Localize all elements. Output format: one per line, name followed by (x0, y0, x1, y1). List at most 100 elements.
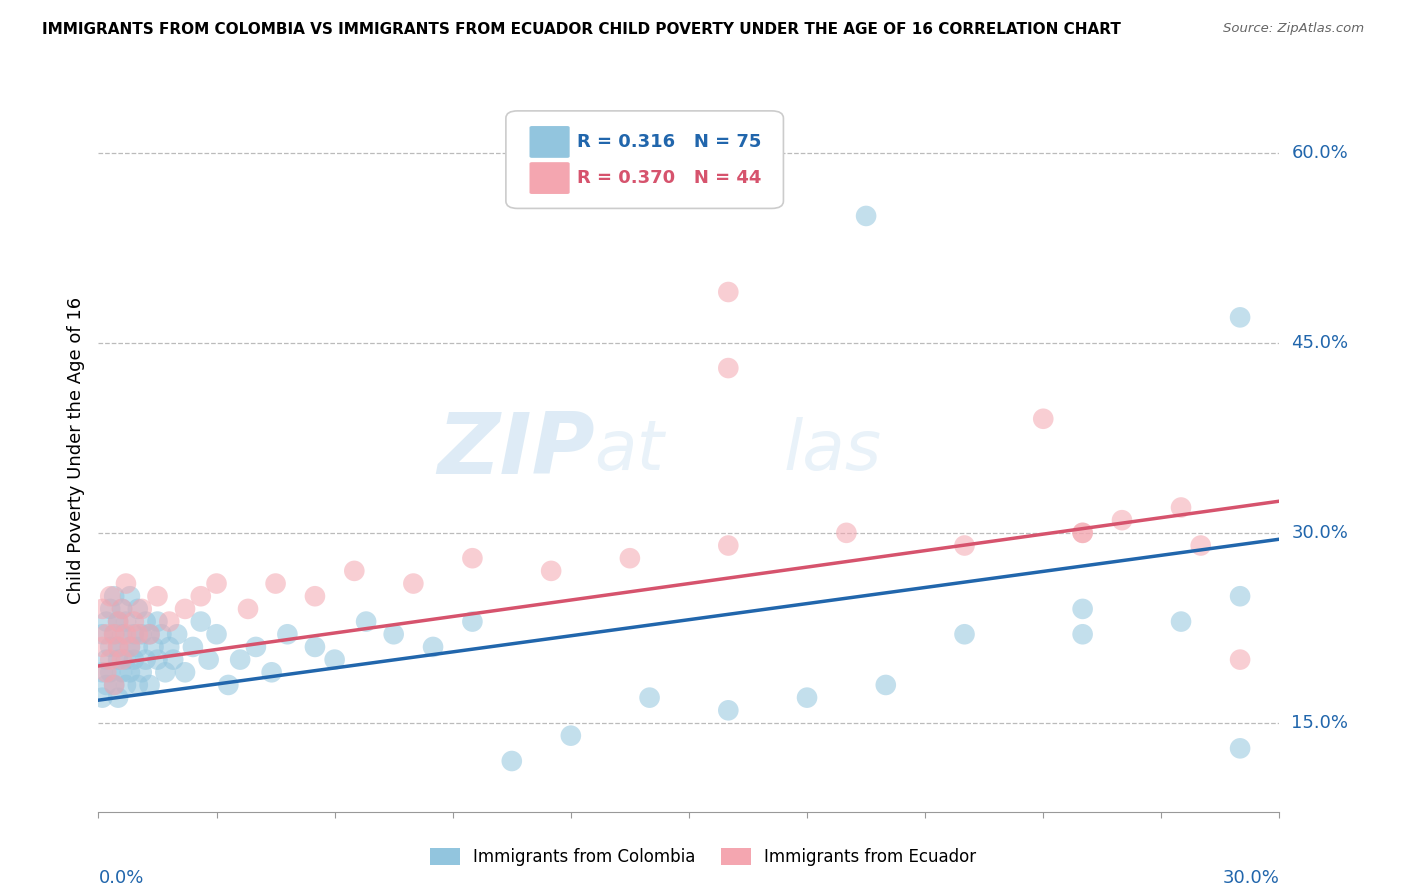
Point (146, 652, 169, 666)
Point (354, 615, 377, 629)
Text: 30.0%: 30.0% (1291, 524, 1348, 541)
Point (1071, 602, 1094, 616)
Point (122, 627, 145, 641)
Point (142, 640, 165, 654)
Point (157, 615, 180, 629)
Point (122, 652, 145, 666)
Point (91, 640, 114, 654)
Text: las: las (783, 417, 882, 484)
Point (96, 615, 118, 629)
Point (717, 539, 740, 553)
Point (260, 665, 283, 680)
Point (190, 615, 212, 629)
Point (461, 615, 484, 629)
Point (115, 627, 138, 641)
Point (138, 678, 160, 692)
Point (1170, 500, 1192, 515)
Point (135, 615, 157, 629)
Point (155, 665, 177, 680)
Point (323, 652, 346, 666)
Point (276, 627, 298, 641)
Point (205, 576, 228, 591)
Point (815, 817, 838, 831)
Point (107, 640, 129, 654)
Text: 15.0%: 15.0% (1291, 714, 1348, 732)
Point (127, 678, 149, 692)
Point (103, 678, 125, 692)
Point (796, 690, 818, 705)
Point (205, 627, 228, 641)
Text: at: at (595, 417, 664, 484)
Point (1071, 627, 1094, 641)
Point (422, 640, 444, 654)
Point (1032, 411, 1054, 425)
Point (150, 627, 173, 641)
Point (181, 640, 204, 654)
Point (717, 703, 740, 717)
Point (115, 615, 138, 629)
Point (91, 627, 114, 641)
Point (91, 665, 114, 680)
Point (131, 602, 153, 616)
Text: R = 0.316   N = 75: R = 0.316 N = 75 (576, 133, 761, 151)
Point (96, 627, 118, 641)
Point (1229, 741, 1251, 756)
Point (1071, 525, 1094, 540)
Point (717, 361, 740, 376)
Point (197, 652, 219, 666)
Point (461, 551, 484, 566)
Point (96, 678, 118, 692)
Point (96, 665, 118, 680)
Point (111, 602, 134, 616)
Point (1071, 525, 1094, 540)
Point (304, 589, 326, 603)
Point (146, 615, 169, 629)
Point (953, 627, 976, 641)
Point (115, 678, 138, 692)
Point (190, 589, 212, 603)
Point (157, 640, 180, 654)
Point (217, 678, 239, 692)
Point (131, 665, 153, 680)
Point (1229, 652, 1251, 666)
Point (135, 652, 157, 666)
Point (107, 615, 129, 629)
Point (835, 525, 858, 540)
Point (131, 627, 153, 641)
Point (236, 602, 259, 616)
Point (111, 652, 134, 666)
Point (115, 576, 138, 591)
Point (98, 640, 121, 654)
Point (107, 652, 129, 666)
Point (103, 627, 125, 641)
Point (174, 602, 197, 616)
Point (127, 640, 149, 654)
FancyBboxPatch shape (530, 126, 569, 158)
Point (115, 652, 138, 666)
Point (264, 576, 287, 591)
Point (501, 754, 523, 768)
Text: IMMIGRANTS FROM COLOMBIA VS IMMIGRANTS FROM ECUADOR CHILD POVERTY UNDER THE AGE : IMMIGRANTS FROM COLOMBIA VS IMMIGRANTS F… (42, 22, 1121, 37)
Point (229, 652, 252, 666)
Point (402, 576, 425, 591)
Point (245, 640, 267, 654)
Text: ZIP: ZIP (437, 409, 595, 492)
Point (560, 729, 582, 743)
Point (717, 285, 740, 299)
Point (98, 589, 121, 603)
Point (166, 627, 188, 641)
Point (103, 678, 125, 692)
Point (91, 690, 114, 705)
Point (103, 589, 125, 603)
Point (638, 690, 661, 705)
Point (118, 589, 141, 603)
Text: Source: ZipAtlas.com: Source: ZipAtlas.com (1223, 22, 1364, 36)
Point (98, 652, 121, 666)
Point (103, 627, 125, 641)
Point (953, 539, 976, 553)
Point (91, 602, 114, 616)
Y-axis label: Child Poverty Under the Age of 16: Child Poverty Under the Age of 16 (66, 297, 84, 604)
Text: 45.0%: 45.0% (1291, 334, 1348, 351)
Text: 0.0%: 0.0% (98, 869, 143, 887)
Legend: Immigrants from Colombia, Immigrants from Ecuador: Immigrants from Colombia, Immigrants fro… (422, 840, 984, 875)
